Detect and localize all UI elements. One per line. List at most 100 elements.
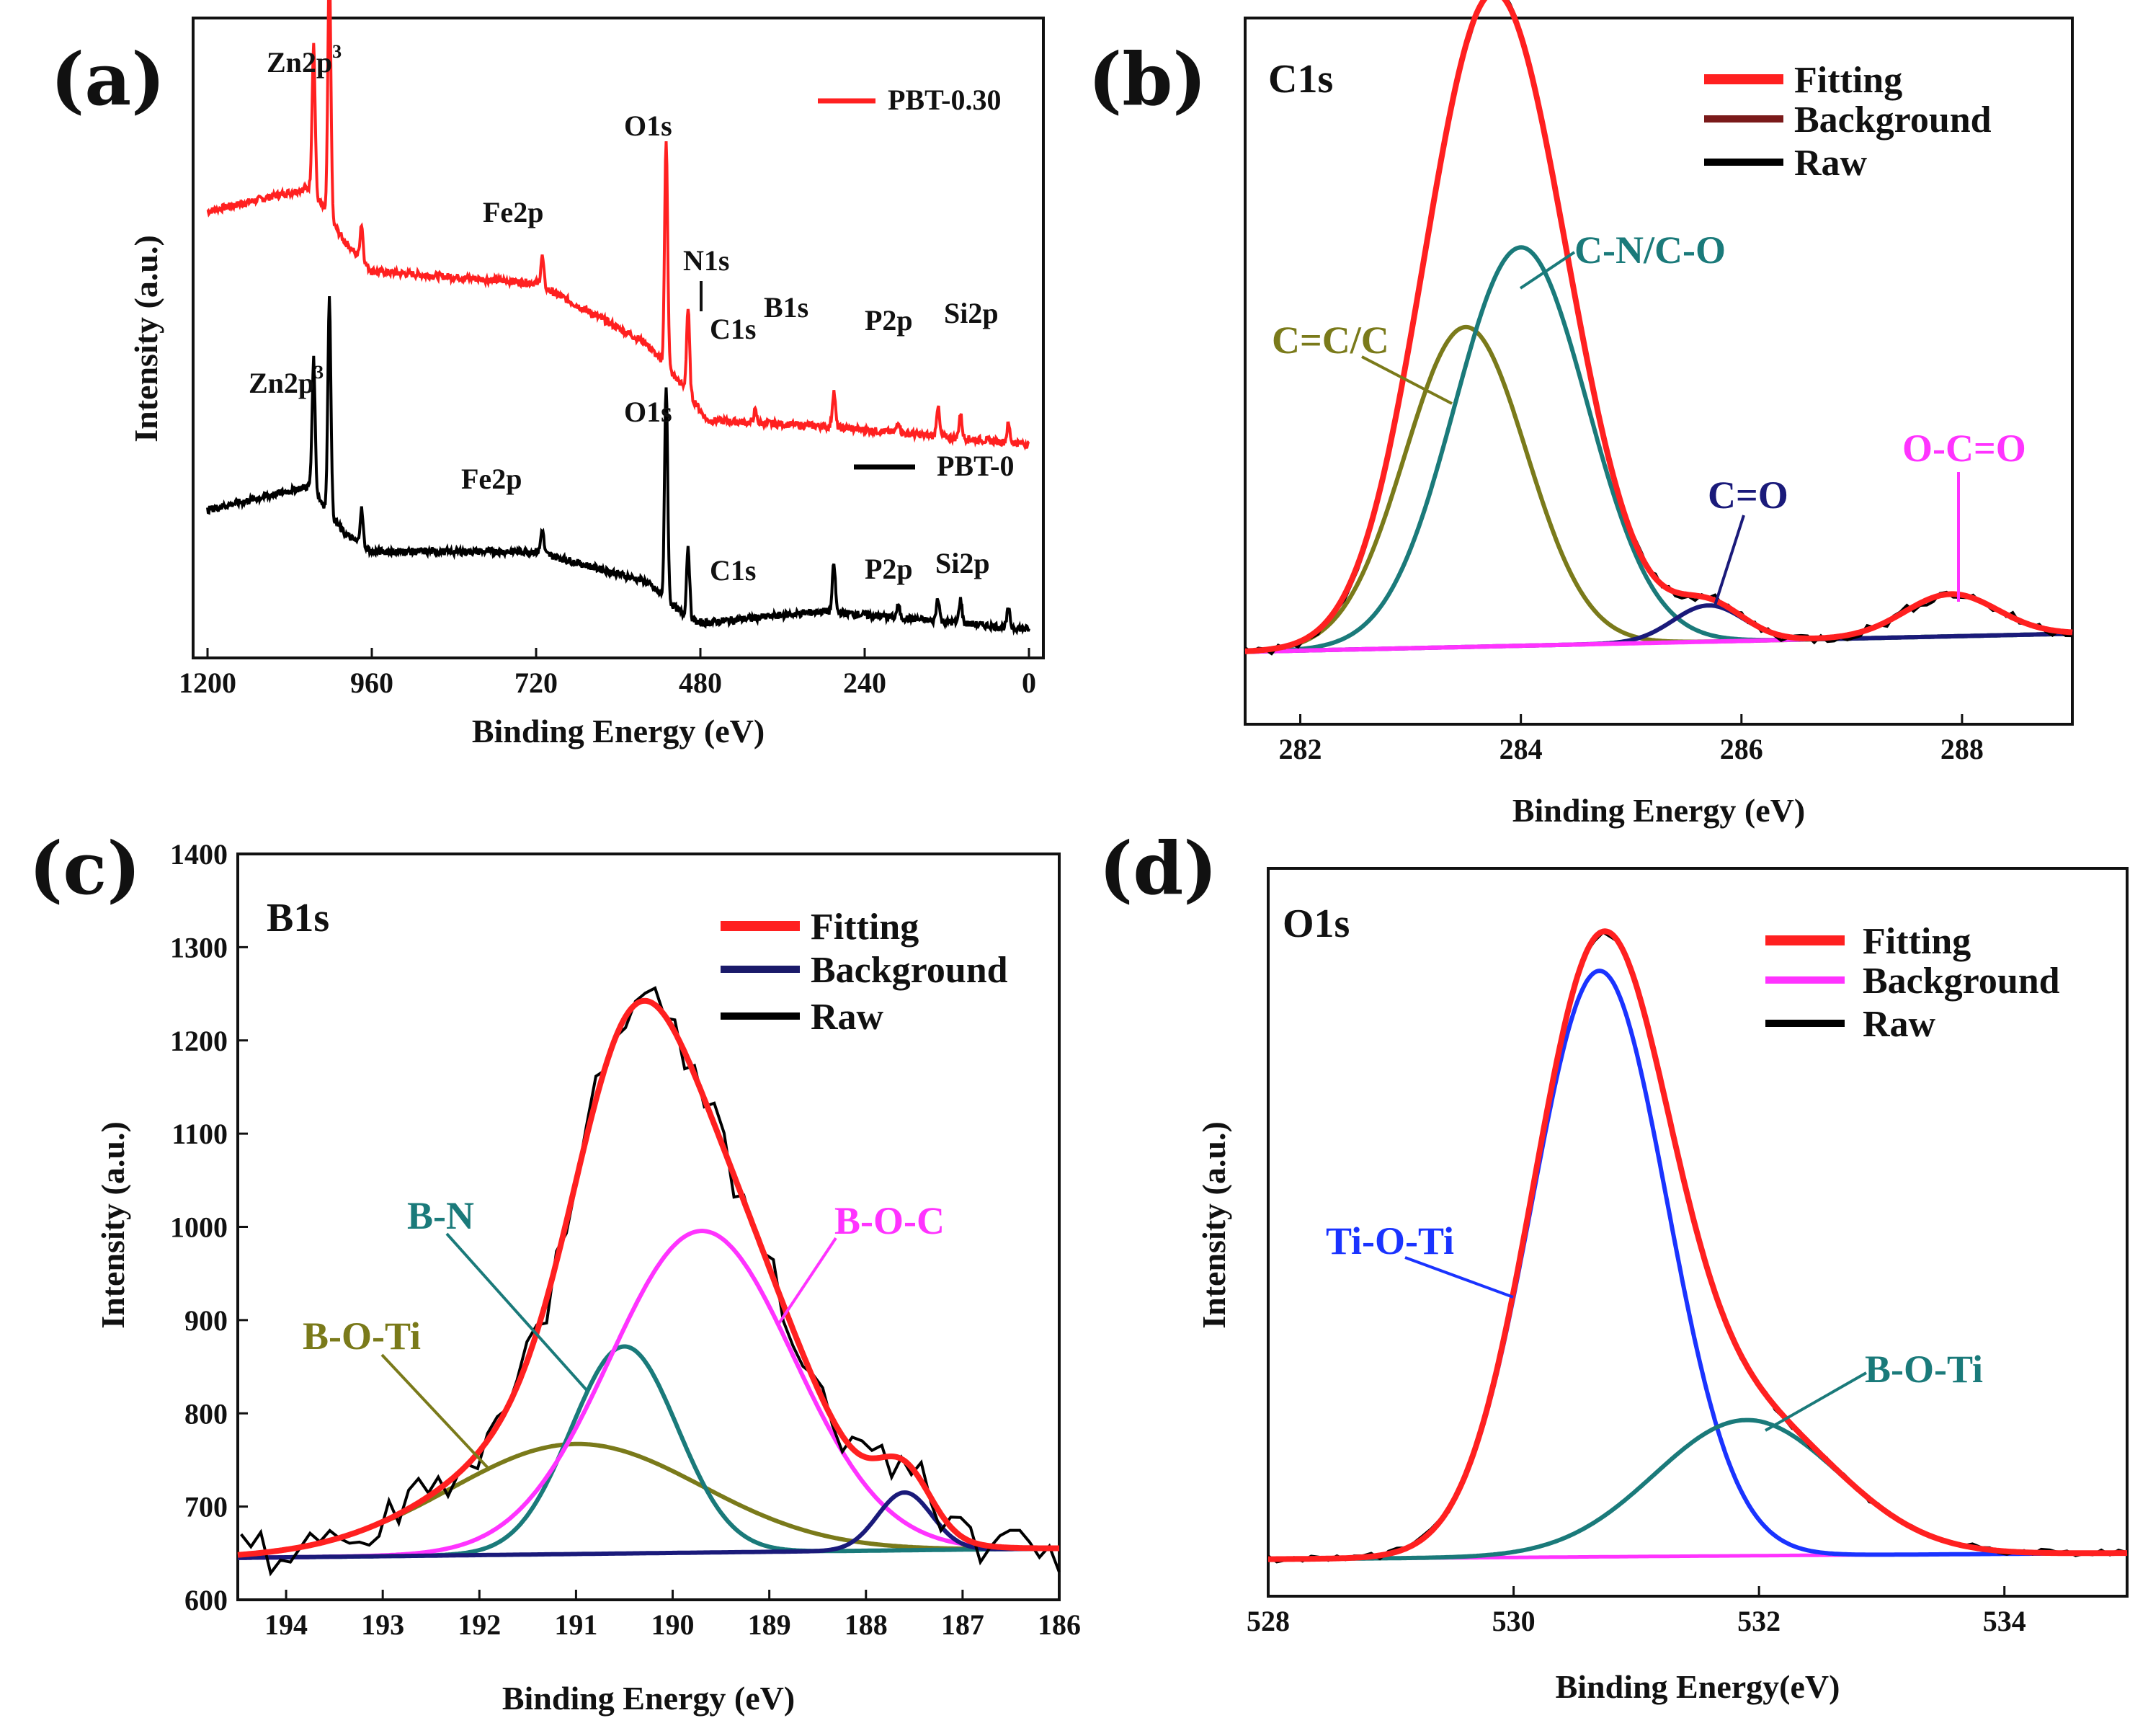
panel-c-y-tick-label: 1300 bbox=[170, 931, 228, 963]
panel-c-title: B1s bbox=[267, 896, 329, 940]
panel-d-x-label: Binding Energy(eV) bbox=[1556, 1668, 1840, 1705]
annot-c-boti: B-O-Ti bbox=[303, 1314, 421, 1358]
panel-b-x-label: Binding Energy (eV) bbox=[1512, 792, 1805, 829]
panel-d-letter: (d) bbox=[1099, 826, 1218, 911]
legend-c-background-label: Background bbox=[811, 950, 1008, 991]
panel-c-y-tick-label: 1100 bbox=[171, 1118, 228, 1150]
peak-label-p2p-top: P2p bbox=[865, 304, 913, 337]
peak-label-c1s-bottom: C1s bbox=[710, 554, 756, 587]
annot-b-co: C=O bbox=[1708, 473, 1788, 517]
panel-c-y-tick-label: 900 bbox=[184, 1304, 228, 1337]
legend-d-fitting-label: Fitting bbox=[1863, 921, 1971, 962]
panel-c-x-tick-label: 187 bbox=[941, 1608, 984, 1641]
peak-label-p2p-bottom: P2p bbox=[865, 553, 913, 585]
peak-label-o1s-top: O1s bbox=[624, 110, 672, 142]
panel-d-x-tick-label: 534 bbox=[1983, 1605, 2026, 1637]
legend-d-background-label: Background bbox=[1863, 961, 2060, 1002]
panel-c-y-tick-label: 800 bbox=[184, 1397, 228, 1430]
annot-d-tioti-pointer bbox=[1404, 1256, 1514, 1299]
component-ccc bbox=[1244, 324, 2072, 654]
annot-c-boti-pointer bbox=[380, 1353, 491, 1472]
panel-c-x-tick-label: 190 bbox=[651, 1608, 695, 1641]
panel-b-frame bbox=[1244, 17, 2074, 726]
panel-c-x-tick-label: 192 bbox=[458, 1608, 501, 1641]
annot-b-cc: C=C/C bbox=[1272, 319, 1389, 362]
panel-c-ticks: 194 193 192 191 190 189 188 187 186 600 700 800 900 1… bbox=[170, 838, 1081, 1641]
series-line-pbt030 bbox=[206, 0, 1030, 451]
component-bextra bbox=[238, 1490, 1060, 1560]
panel-d-x-ticks: 528 530 532 534 bbox=[1247, 1586, 2026, 1637]
annot-c-bn: B-N bbox=[407, 1194, 474, 1237]
panel-a-y-label: Intensity (a.u.) bbox=[128, 235, 164, 442]
panel-b-x-ticks: 282 284 286 288 bbox=[1279, 714, 1984, 765]
panel-b-x-tick-label: 286 bbox=[1720, 733, 1763, 765]
panel-c-x-tick-label: 193 bbox=[361, 1608, 404, 1641]
component-bn bbox=[238, 1344, 1060, 1560]
legend-b-background-label: Background bbox=[1794, 99, 1992, 141]
panel-c-y-tick-label: 700 bbox=[184, 1491, 228, 1523]
peak-label-fe2p-bottom: Fe2p bbox=[461, 463, 522, 495]
panel-d-x-tick-label: 528 bbox=[1247, 1605, 1290, 1637]
panel-a-series bbox=[206, 0, 1030, 636]
peak-label-b1s-top: B1s bbox=[764, 291, 808, 324]
peak-label-n1s-top: N1s bbox=[683, 244, 729, 277]
panel-b-title: C1s bbox=[1268, 57, 1333, 102]
peak-label-si2p-bottom: Si2p bbox=[935, 547, 990, 579]
annot-b-co-pointer bbox=[1714, 515, 1745, 606]
panel-b-x-tick-label: 284 bbox=[1499, 733, 1543, 765]
panel-c-x-label: Binding Energy (eV) bbox=[502, 1680, 795, 1717]
annot-c-bn-pointer bbox=[445, 1232, 589, 1392]
panel-c-y-tick-label: 1200 bbox=[170, 1025, 228, 1057]
legend-b-raw-label: Raw bbox=[1794, 143, 1868, 184]
panel-a-x-tick-label: 240 bbox=[843, 667, 886, 699]
panel-d-y-label: Intensity (a.u.) bbox=[1195, 1121, 1232, 1329]
fitting-line bbox=[1268, 928, 2128, 1562]
panel-c-y-tick-label: 1000 bbox=[170, 1211, 228, 1244]
component-boti bbox=[1268, 1417, 2128, 1562]
panel-b-letter: (b) bbox=[1088, 37, 1207, 122]
annot-c-boc: B-O-C bbox=[834, 1199, 945, 1242]
panel-a-frame bbox=[192, 17, 1045, 659]
panel-c-y-tick-label: 1400 bbox=[170, 838, 228, 871]
panel-d: (d) 528 530 532 534 O1s Binding Energy(eV) … bbox=[1099, 826, 2129, 1705]
panel-a-letter: (a) bbox=[50, 37, 165, 122]
panel-a-x-tick-label: 960 bbox=[350, 667, 393, 699]
fitting-line bbox=[237, 997, 1059, 1558]
legend-c-fitting-label: Fitting bbox=[811, 907, 919, 948]
fitting-line bbox=[1244, 0, 2073, 654]
panel-c-x-tick-label: 194 bbox=[264, 1608, 308, 1641]
panel-a: (a) 1200 960 720 480 240 0 Binding Energy (eV… bbox=[50, 0, 1045, 749]
panel-c-x-tick-label: 186 bbox=[1038, 1608, 1081, 1641]
panel-b-x-tick-label: 282 bbox=[1279, 733, 1322, 765]
panel-b-x-tick-label: 288 bbox=[1940, 733, 1984, 765]
panel-b-series bbox=[1244, 0, 2073, 656]
panel-d-series bbox=[1267, 928, 2128, 1564]
series-line-pbt0 bbox=[206, 295, 1030, 636]
panel-a-x-tick-label: 480 bbox=[679, 667, 722, 699]
panel-d-x-tick-label: 530 bbox=[1492, 1605, 1536, 1637]
panel-d-frame bbox=[1267, 867, 2129, 1598]
panel-c-x-tick-label: 191 bbox=[554, 1608, 597, 1641]
annot-b-cn: C-N/C-O bbox=[1574, 228, 1726, 272]
panel-c-x-tick-label: 189 bbox=[748, 1608, 791, 1641]
peak-label-zn2p3-top: Zn2p3 bbox=[267, 41, 342, 79]
annot-d-boti: B-O-Ti bbox=[1865, 1348, 1983, 1391]
peak-label-o1s-bottom: O1s bbox=[624, 396, 672, 428]
legend-c-raw-label: Raw bbox=[811, 997, 884, 1038]
legend-d-raw-label: Raw bbox=[1863, 1004, 1936, 1045]
panel-a-x-tick-label: 1200 bbox=[179, 667, 236, 699]
panel-c-series bbox=[237, 986, 1061, 1577]
peak-label-si2p-top: Si2p bbox=[944, 297, 999, 329]
peak-label-fe2p-top: Fe2p bbox=[483, 196, 543, 228]
panel-c-y-label: Intensity (a.u.) bbox=[94, 1121, 131, 1329]
panel-b: (b) 282 284 286 288 C1s Binding Energy (eV)… bbox=[1088, 0, 2074, 829]
raw-line bbox=[240, 986, 1061, 1577]
panel-c: (c) 194 193 192 191 190 189 188 187 186 600 700 800… bbox=[29, 826, 1081, 1717]
panel-d-x-tick-label: 532 bbox=[1737, 1605, 1781, 1637]
legend-b-fitting-label: Fitting bbox=[1794, 60, 1902, 101]
peak-label-zn2p3-bottom: Zn2p3 bbox=[249, 362, 324, 399]
panel-d-title: O1s bbox=[1283, 902, 1350, 946]
panel-a-x-ticks: 1200 960 720 480 240 0 bbox=[179, 648, 1036, 699]
panel-a-x-tick-label: 720 bbox=[514, 667, 558, 699]
